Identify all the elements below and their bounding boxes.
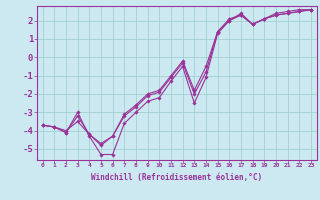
X-axis label: Windchill (Refroidissement éolien,°C): Windchill (Refroidissement éolien,°C) — [91, 173, 262, 182]
